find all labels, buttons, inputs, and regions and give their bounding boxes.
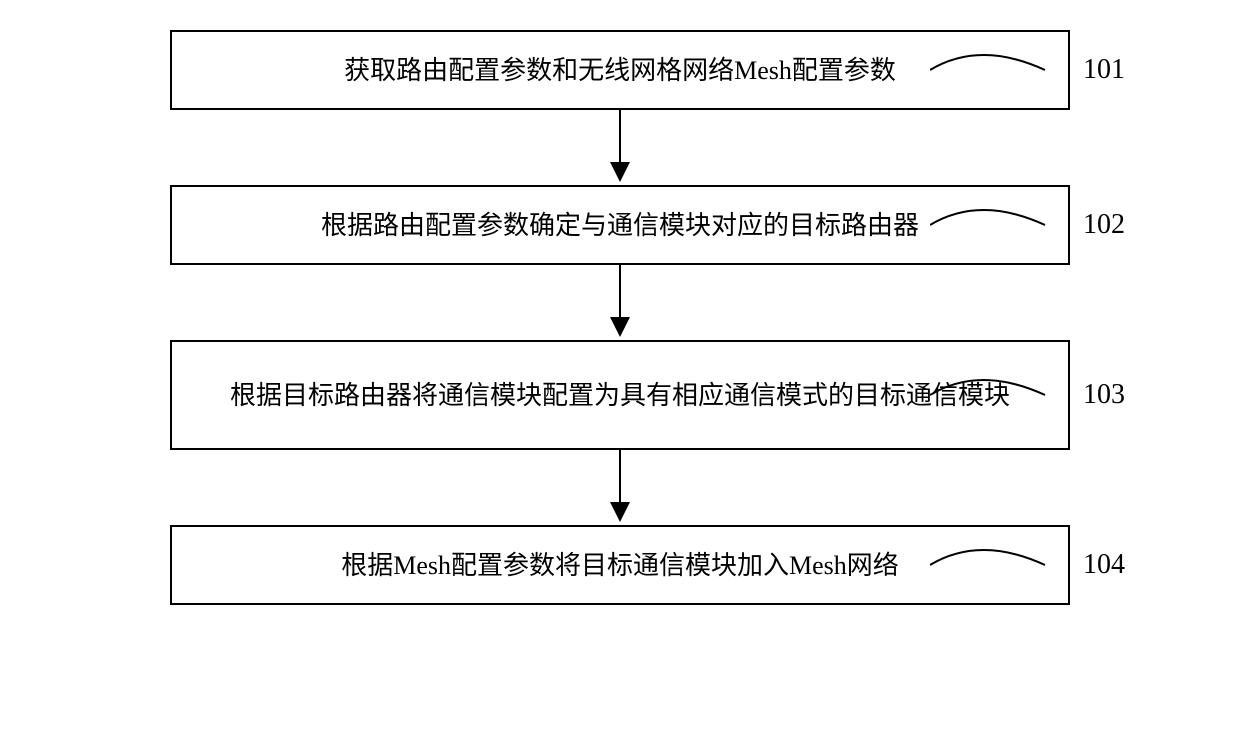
arrow-2 (170, 265, 1070, 340)
arrow-3 (170, 450, 1070, 525)
step-text-4: 根据Mesh配置参数将目标通信模块加入Mesh网络 (341, 546, 899, 585)
step-row-4: 根据Mesh配置参数将目标通信模块加入Mesh网络 104 (30, 525, 1210, 605)
step-row-1: 获取路由配置参数和无线网格网络Mesh配置参数 101 (30, 30, 1210, 110)
step-text-2: 根据路由配置参数确定与通信模块对应的目标路由器 (321, 206, 919, 245)
connector-3 (930, 375, 1060, 415)
connector-1 (930, 50, 1060, 90)
step-row-2: 根据路由配置参数确定与通信模块对应的目标路由器 102 (30, 185, 1210, 265)
step-label-4: 104 (1083, 549, 1125, 581)
flowchart-container: 获取路由配置参数和无线网格网络Mesh配置参数 101 根据路由配置参数确定与通… (30, 30, 1210, 605)
step-label-1: 101 (1083, 54, 1125, 86)
step-text-1: 获取路由配置参数和无线网格网络Mesh配置参数 (344, 51, 896, 90)
step-row-3: 根据目标路由器将通信模块配置为具有相应通信模式的目标通信模块 103 (30, 340, 1210, 450)
arrow-1 (170, 110, 1070, 185)
connector-4 (930, 545, 1060, 585)
step-text-3: 根据目标路由器将通信模块配置为具有相应通信模式的目标通信模块 (230, 376, 1010, 415)
step-label-2: 102 (1083, 209, 1125, 241)
step-label-3: 103 (1083, 379, 1125, 411)
connector-2 (930, 205, 1060, 245)
